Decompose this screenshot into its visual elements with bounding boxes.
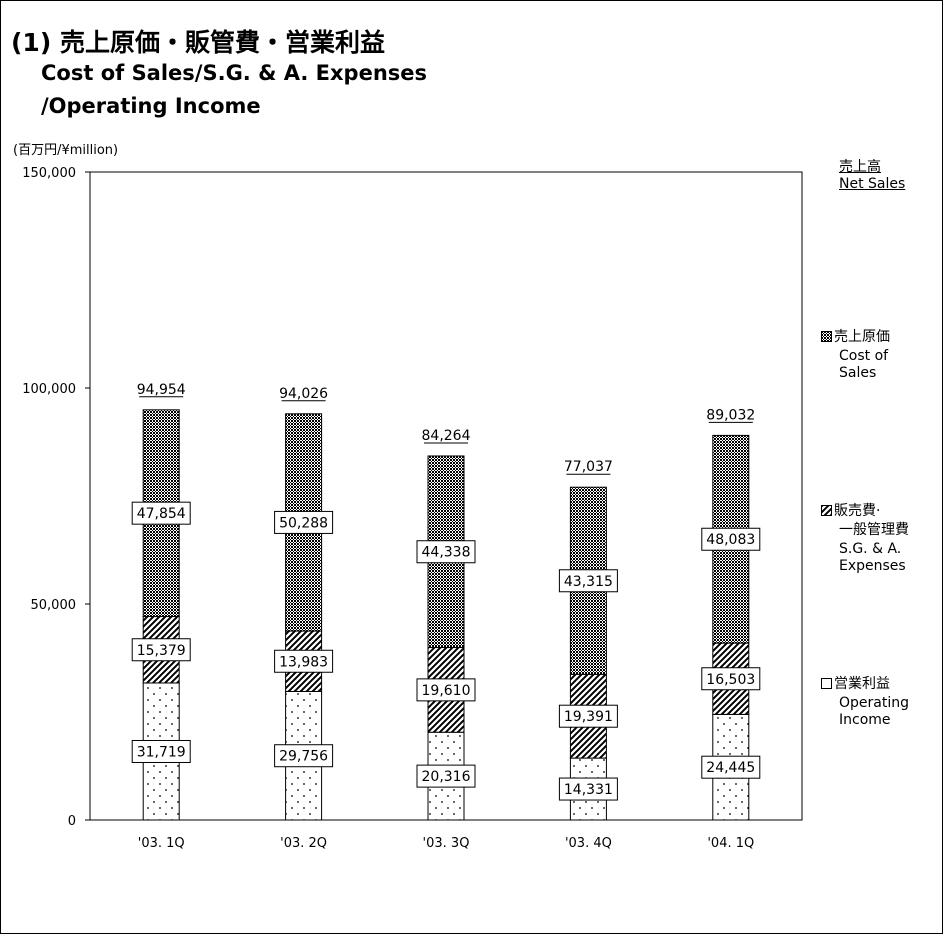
total-label: 84,264 (422, 428, 471, 444)
data-label: 24,445 (706, 760, 755, 776)
total-label: 94,026 (279, 386, 328, 402)
total-label: 77,037 (564, 459, 613, 475)
legend-net-sales-jp: 売上高 (839, 159, 881, 175)
y-tick-label: 150,000 (22, 166, 76, 181)
data-label-box (701, 527, 761, 551)
data-label-box (274, 649, 334, 673)
data-label: 20,316 (422, 769, 471, 785)
y-tick-label: 0 (68, 814, 76, 829)
data-label-box (274, 510, 334, 534)
data-label: 43,315 (564, 574, 613, 590)
data-label-box (131, 501, 191, 525)
legend-cost-jp: 売上原価 (834, 329, 890, 345)
legend-diagonal-swatch-icon (821, 505, 832, 516)
total-label: 89,032 (706, 407, 755, 423)
data-label-box (131, 638, 191, 662)
legend-sga-jp1: 販売費· (834, 503, 881, 519)
legend-operating-income: 営業利益 (821, 676, 890, 693)
data-label-box (558, 569, 618, 593)
legend-cost-of-sales: 売上原価 (821, 329, 890, 346)
data-label-box (416, 540, 476, 564)
data-label: 14,331 (564, 782, 613, 798)
data-label-box (416, 678, 476, 702)
chart-title-jp: (1) 売上原価・販管費・営業利益 (11, 28, 385, 57)
chart-title-en-line2: /Operating Income (41, 94, 261, 118)
data-label: 29,756 (279, 749, 328, 765)
data-label: 48,083 (706, 532, 755, 548)
x-tick-label: '03. 3Q (423, 836, 470, 851)
x-tick-label: '04. 1Q (707, 836, 754, 851)
x-tick-label: '03. 4Q (565, 836, 612, 851)
x-tick-label: '03. 2Q (280, 836, 327, 851)
legend-sga: 販売費· (821, 503, 880, 520)
data-label: 31,719 (137, 744, 186, 760)
y-axis-unit-label: (百万円/¥million) (13, 143, 119, 158)
legend-op-jp: 営業利益 (834, 676, 890, 692)
data-label: 47,854 (137, 506, 186, 522)
data-label: 19,610 (422, 683, 471, 699)
legend-op-en2: Income (839, 712, 891, 728)
data-label-box (558, 704, 618, 728)
data-label: 15,379 (137, 643, 186, 659)
total-label: 94,954 (137, 382, 186, 398)
data-label: 16,503 (706, 672, 755, 688)
legend-cost-en1: Cost of (839, 348, 889, 364)
legend-net-sales-en: Net Sales (839, 176, 906, 192)
y-tick-label: 50,000 (31, 598, 77, 613)
legend-op-en1: Operating (839, 695, 909, 711)
data-label-box (701, 755, 761, 779)
legend-sga-en1: S.G. & A. (839, 541, 902, 557)
data-label: 44,338 (422, 545, 471, 561)
legend-dots-swatch-icon (821, 678, 832, 689)
data-label-box (274, 744, 334, 768)
data-label: 13,983 (279, 654, 328, 670)
y-tick-label: 100,000 (22, 382, 76, 397)
legend-sga-jp2: 一般管理費 (839, 522, 909, 538)
data-label: 50,288 (279, 515, 328, 531)
legend-cost-en2: Sales (839, 365, 877, 381)
data-label-box (558, 777, 618, 801)
legend-sga-en2: Expenses (839, 558, 906, 574)
chart-title-en-line1: Cost of Sales/S.G. & A. Expenses (41, 61, 428, 85)
data-label-box (416, 764, 476, 788)
data-label-box (131, 739, 191, 763)
data-label: 19,391 (564, 709, 613, 725)
data-label-box (701, 667, 761, 691)
legend-crosshatch-swatch-icon (821, 331, 832, 342)
x-tick-label: '03. 1Q (138, 836, 185, 851)
